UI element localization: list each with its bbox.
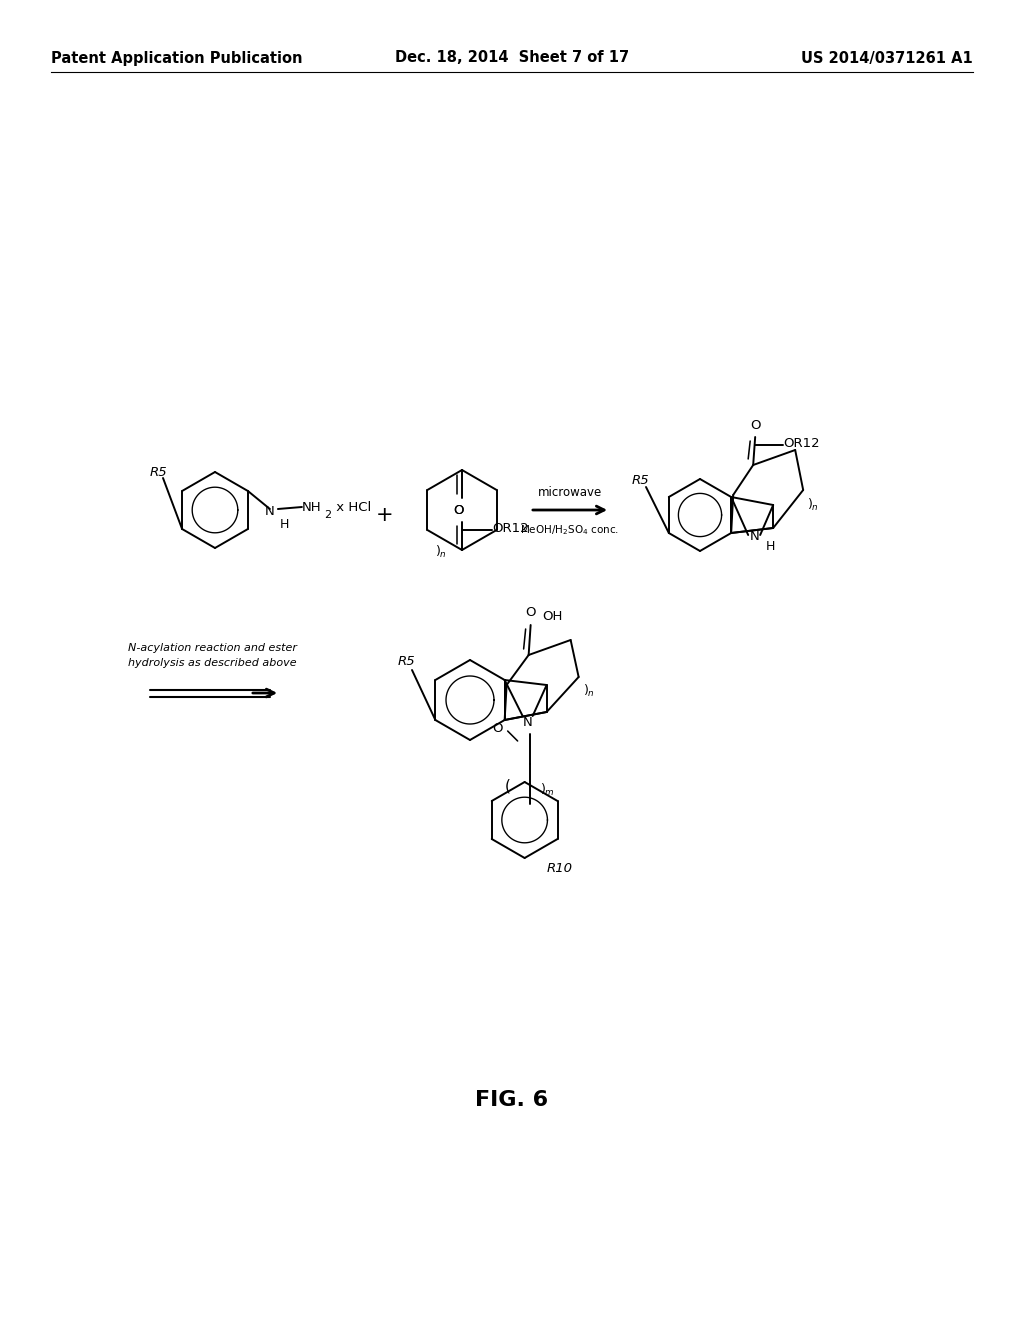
Text: 2: 2 bbox=[324, 510, 331, 520]
Text: OH: OH bbox=[543, 610, 563, 623]
Text: H: H bbox=[766, 540, 775, 553]
Text: N: N bbox=[523, 715, 532, 729]
Text: FIG. 6: FIG. 6 bbox=[475, 1090, 549, 1110]
Text: x HCl: x HCl bbox=[332, 502, 371, 515]
Text: Patent Application Publication: Patent Application Publication bbox=[51, 50, 303, 66]
Text: O: O bbox=[453, 503, 463, 516]
Text: OR12: OR12 bbox=[492, 521, 528, 535]
Text: MeOH/H$_2$SO$_4$ conc.: MeOH/H$_2$SO$_4$ conc. bbox=[520, 523, 620, 537]
Text: +: + bbox=[376, 506, 394, 525]
Text: OR12: OR12 bbox=[783, 437, 820, 450]
Text: N: N bbox=[265, 504, 274, 517]
Text: )$_n$: )$_n$ bbox=[807, 496, 819, 513]
Text: O: O bbox=[525, 606, 536, 619]
Text: )$_m$: )$_m$ bbox=[540, 781, 555, 799]
Text: NH: NH bbox=[302, 502, 322, 515]
Text: )$_n$: )$_n$ bbox=[583, 682, 595, 700]
Text: R5: R5 bbox=[632, 474, 649, 487]
Text: O: O bbox=[493, 722, 503, 735]
Text: H: H bbox=[280, 517, 290, 531]
Text: Dec. 18, 2014  Sheet 7 of 17: Dec. 18, 2014 Sheet 7 of 17 bbox=[395, 50, 629, 66]
Text: N: N bbox=[750, 531, 759, 544]
Text: hydrolysis as described above: hydrolysis as described above bbox=[128, 657, 297, 668]
Text: R10: R10 bbox=[547, 862, 572, 874]
Text: microwave: microwave bbox=[538, 486, 602, 499]
Text: R5: R5 bbox=[150, 466, 168, 479]
Text: )$_n$: )$_n$ bbox=[435, 544, 447, 560]
Text: O: O bbox=[750, 418, 761, 432]
Text: N-acylation reaction and ester: N-acylation reaction and ester bbox=[128, 643, 297, 653]
Text: US 2014/0371261 A1: US 2014/0371261 A1 bbox=[801, 50, 973, 66]
Text: O: O bbox=[453, 503, 463, 516]
Text: (: ( bbox=[505, 779, 511, 793]
Text: R5: R5 bbox=[398, 656, 416, 668]
